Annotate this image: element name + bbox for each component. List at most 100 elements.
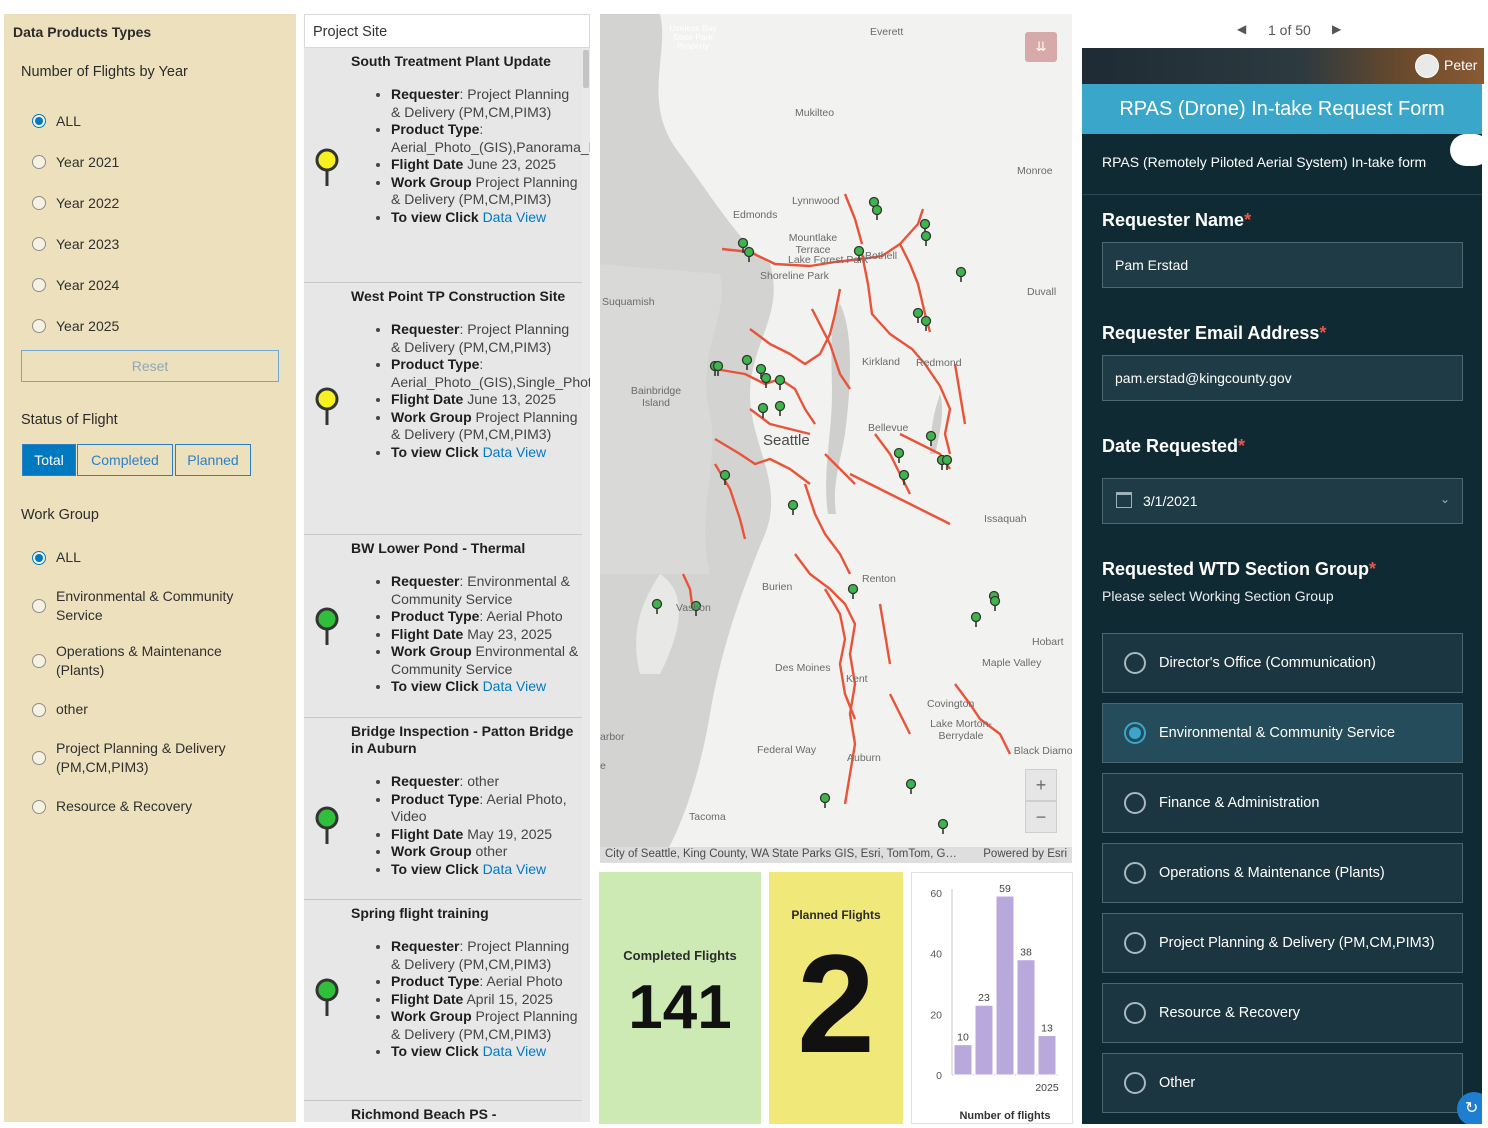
year-option[interactable]: Year 2021 — [32, 154, 119, 170]
map-marker[interactable] — [819, 792, 831, 809]
map-marker[interactable] — [937, 818, 949, 835]
radio-icon[interactable] — [32, 799, 46, 814]
list-item[interactable]: BW Lower Pond - Thermal Requester: Enviro… — [304, 535, 582, 718]
zoom-out-button[interactable]: − — [1025, 801, 1057, 833]
status-tab-planned[interactable]: Planned — [175, 444, 251, 476]
chart-bar[interactable] — [974, 1004, 994, 1076]
map-marker[interactable] — [847, 583, 859, 600]
project-list[interactable]: South Treatment Plant Update Requester: P… — [304, 48, 590, 1122]
radio-icon[interactable] — [1124, 1072, 1146, 1094]
section-option[interactable]: Environmental & Community Service — [1102, 703, 1463, 763]
map-marker[interactable] — [920, 230, 932, 247]
map-marker[interactable] — [893, 447, 905, 464]
chart-bar[interactable] — [953, 1044, 973, 1076]
workgroup-option[interactable]: Project Planning & Delivery (PM,CM,PIM3) — [32, 739, 262, 777]
map-marker[interactable] — [690, 600, 702, 617]
map-marker[interactable] — [719, 469, 731, 486]
next-arrow-icon[interactable]: ▶ — [1332, 22, 1342, 36]
toggle-switch[interactable] — [1450, 134, 1482, 166]
section-option[interactable]: Director's Office (Communication) — [1102, 633, 1463, 693]
map-marker[interactable] — [898, 469, 910, 486]
map-marker[interactable] — [905, 778, 917, 795]
section-option[interactable]: Resource & Recovery — [1102, 983, 1463, 1043]
year-option[interactable]: ALL — [32, 113, 81, 129]
chart-bar[interactable] — [995, 895, 1015, 1076]
data-view-link[interactable]: Data View — [482, 678, 547, 694]
workgroup-option[interactable]: Resource & Recovery — [32, 797, 262, 816]
map-marker[interactable] — [774, 374, 786, 391]
zoom-in-button[interactable]: + — [1025, 769, 1057, 801]
user-name[interactable]: Peter — [1444, 57, 1478, 73]
radio-icon[interactable] — [32, 114, 46, 128]
chart-bar[interactable] — [1037, 1035, 1057, 1076]
radio-icon[interactable] — [32, 654, 46, 668]
chart-bar[interactable] — [1016, 959, 1036, 1076]
workgroup-option[interactable]: other — [32, 700, 262, 719]
reset-button[interactable]: Reset — [21, 350, 279, 382]
requester-email-input[interactable]: pam.erstad@kingcounty.gov — [1102, 355, 1463, 401]
status-tab-completed[interactable]: Completed — [77, 444, 173, 476]
data-view-link[interactable]: Data View — [482, 1043, 547, 1059]
radio-icon[interactable] — [1124, 1002, 1146, 1024]
map-marker[interactable] — [920, 315, 932, 332]
map-marker[interactable] — [912, 307, 924, 324]
radio-icon[interactable] — [32, 237, 46, 251]
data-view-link[interactable]: Data View — [482, 860, 547, 877]
section-option[interactable]: Operations & Maintenance (Plants) — [1102, 843, 1463, 903]
date-requested-input[interactable]: 3/1/2021 ⌄ — [1102, 478, 1463, 524]
radio-icon[interactable] — [32, 196, 46, 210]
map-marker[interactable] — [651, 598, 663, 615]
status-tab-total[interactable]: Total — [22, 444, 76, 476]
radio-icon[interactable] — [1124, 932, 1146, 954]
radio-icon[interactable] — [32, 550, 46, 565]
map-marker[interactable] — [853, 245, 865, 262]
radio-icon[interactable] — [32, 319, 46, 333]
workgroup-option[interactable]: ALL — [32, 548, 262, 567]
map-marker[interactable] — [871, 204, 883, 221]
map-marker[interactable] — [970, 611, 982, 628]
year-option[interactable]: Year 2023 — [32, 236, 119, 252]
data-view-link[interactable]: Data View — [482, 443, 547, 460]
map-marker[interactable] — [989, 595, 1001, 612]
map-marker[interactable] — [743, 246, 755, 263]
section-option[interactable]: Finance & Administration — [1102, 773, 1463, 833]
list-item[interactable]: Spring flight training Requester: Project… — [304, 900, 582, 1101]
list-item[interactable]: South Treatment Plant Update Requester: P… — [304, 48, 590, 283]
section-option[interactable]: Project Planning & Delivery (PM,CM,PIM3) — [1102, 913, 1463, 973]
radio-icon[interactable] — [1124, 862, 1146, 884]
list-scrollbar[interactable] — [583, 50, 589, 88]
avatar[interactable] — [1415, 54, 1439, 78]
map-marker[interactable] — [741, 354, 753, 371]
refresh-button[interactable]: ↻ — [1457, 1092, 1482, 1124]
section-option[interactable]: Other — [1102, 1053, 1463, 1113]
radio-icon[interactable] — [1124, 652, 1146, 674]
map-marker[interactable] — [760, 372, 772, 389]
map-marker[interactable] — [787, 499, 799, 516]
radio-icon[interactable] — [32, 155, 46, 169]
map-marker[interactable] — [737, 237, 749, 254]
radio-icon[interactable] — [32, 751, 46, 765]
list-item[interactable]: Bridge Inspection - Patton Bridge in Aub… — [304, 718, 582, 900]
year-option[interactable]: Year 2025 — [32, 318, 119, 334]
workgroup-option[interactable]: Operations & Maintenance (Plants) — [32, 642, 262, 680]
year-option[interactable]: Year 2024 — [32, 277, 119, 293]
collapse-button[interactable]: ⇊ — [1025, 32, 1057, 62]
radio-icon[interactable] — [1124, 722, 1146, 744]
map-marker[interactable] — [925, 430, 937, 447]
map-marker[interactable] — [774, 400, 786, 417]
radio-icon[interactable] — [1124, 792, 1146, 814]
radio-icon[interactable] — [32, 599, 46, 613]
radio-icon[interactable] — [32, 278, 46, 292]
prev-arrow-icon[interactable]: ◀ — [1237, 22, 1247, 36]
year-option[interactable]: Year 2022 — [32, 195, 119, 211]
map-view[interactable]: Useless Bay State Park Property Everett Mu… — [600, 14, 1072, 862]
requester-name-input[interactable]: Pam Erstad — [1102, 242, 1463, 288]
map-marker[interactable] — [757, 402, 769, 419]
data-view-link[interactable]: Data View — [482, 208, 547, 225]
list-item[interactable]: West Point TP Construction Site Requester… — [304, 283, 590, 535]
map-marker[interactable] — [941, 454, 953, 471]
workgroup-option[interactable]: Environmental & Community Service — [32, 587, 262, 625]
radio-icon[interactable] — [32, 702, 46, 717]
map-marker[interactable] — [955, 266, 967, 283]
map-marker[interactable] — [712, 360, 724, 377]
